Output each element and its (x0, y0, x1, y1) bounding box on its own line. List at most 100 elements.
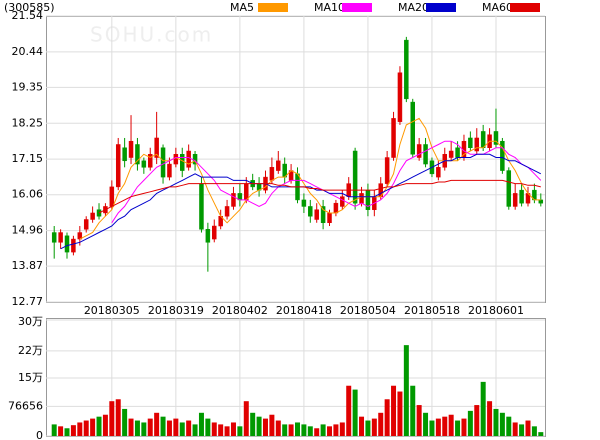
candle-body (128, 140, 134, 158)
volume-bar (211, 422, 217, 436)
volume-bar (58, 426, 64, 436)
volume-bar (262, 418, 268, 436)
volume-bar (166, 420, 172, 436)
candle-body (538, 199, 544, 204)
candle-body (448, 150, 454, 158)
volume-bar (128, 418, 134, 436)
legend-swatch (426, 3, 456, 12)
volume-bar (346, 385, 352, 436)
volume-bar (256, 416, 262, 436)
candle-body (135, 144, 140, 165)
volume-bar (173, 418, 179, 436)
volume-bar (435, 418, 441, 436)
volume-bar (429, 420, 435, 436)
volume-bar (314, 428, 320, 436)
ma-line (60, 153, 542, 250)
candle-body (109, 186, 115, 207)
candle-body (199, 183, 204, 230)
y-tick-label: 13.87 (12, 259, 44, 272)
ma-line (98, 179, 541, 214)
volume-bar (83, 420, 89, 436)
y-tick-label: 12.77 (12, 295, 44, 308)
y-tick-label: 16.06 (12, 188, 44, 201)
volume-bar (77, 422, 83, 436)
candle-body (512, 193, 518, 207)
x-tick-label: 20180601 (468, 304, 524, 317)
volume-bar (282, 424, 288, 436)
y-tick-label: 15万 (18, 371, 43, 384)
volume-bar (307, 426, 313, 436)
volume-bar (512, 422, 518, 436)
candle-body (51, 232, 57, 243)
candle-body (506, 170, 512, 207)
candle-body (141, 160, 147, 168)
candle-body (314, 209, 319, 220)
volume-bar (224, 426, 230, 436)
y-tick-label: 22万 (18, 344, 43, 357)
volume-bar (493, 408, 499, 436)
volume-bar (378, 412, 384, 436)
candle-body (115, 144, 121, 188)
legend-label: MA10 (314, 1, 345, 14)
volume-bar (455, 420, 461, 436)
y-tick-label: 17.15 (12, 152, 44, 165)
candle-body (519, 189, 524, 204)
x-tick-label: 20180319 (148, 304, 204, 317)
volume-bar (474, 405, 480, 436)
candle-body (83, 219, 89, 230)
volume-bar (243, 401, 249, 436)
stock-code: (300585) (4, 1, 55, 14)
candle-body (244, 183, 249, 201)
legend-label: MA5 (230, 1, 254, 14)
volume-bar (416, 405, 422, 436)
y-tick-label: 0 (36, 429, 43, 440)
volume-bar (320, 424, 326, 436)
y-tick-label: 76656 (8, 399, 43, 412)
volume-bar (333, 424, 339, 436)
volume-bar (198, 412, 204, 436)
candle-body (397, 72, 403, 122)
candle-body (224, 206, 230, 217)
volume-bar (115, 399, 121, 436)
candle-body (384, 157, 390, 184)
y-tick-label: 14.96 (12, 224, 44, 237)
candle-body (90, 212, 95, 220)
y-tick-label: 19.35 (12, 80, 44, 93)
legend-label: MA20 (398, 1, 429, 14)
volume-bar (397, 391, 403, 436)
candle-body (301, 199, 307, 207)
volume-bar (141, 422, 147, 436)
volume-bar (391, 385, 397, 436)
candle-body (391, 118, 396, 158)
volume-bar (192, 424, 198, 436)
candle-body (468, 137, 473, 148)
y-tick-label: 21.54 (12, 9, 44, 22)
candle-body (58, 232, 63, 243)
legend-swatch (258, 3, 288, 12)
y-tick-label: 18.25 (12, 116, 44, 129)
volume-bar (487, 401, 493, 436)
candle-body (180, 154, 185, 171)
y-tick-label: 20.44 (12, 45, 44, 58)
volume-bar (51, 424, 57, 436)
volume-bar (237, 426, 243, 436)
candle-body (276, 160, 281, 171)
candle-body (455, 147, 460, 158)
candle-body (493, 131, 499, 145)
candle-body (147, 154, 153, 168)
candle-body (480, 131, 486, 148)
volume-bar (96, 416, 102, 436)
candle-body (416, 144, 422, 158)
volume-bar (531, 426, 537, 436)
candle-body (231, 193, 236, 207)
volume-bar (384, 399, 390, 436)
volume-bar (64, 428, 70, 436)
volume-bar (288, 424, 294, 436)
candle-body (436, 167, 441, 178)
volume-bar (365, 420, 371, 436)
candle-body (474, 137, 480, 152)
legend-swatch (342, 3, 372, 12)
candle-body (154, 137, 159, 158)
volume-bar (442, 416, 448, 436)
